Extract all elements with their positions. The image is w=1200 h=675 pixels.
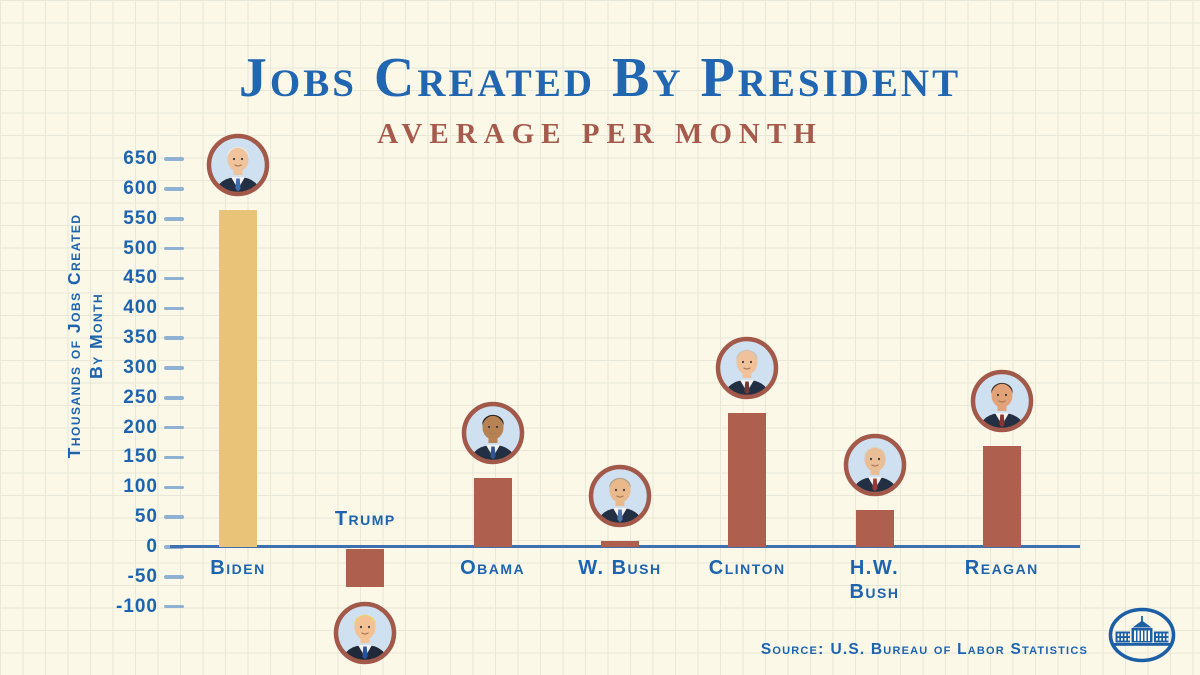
y-tick-label-0: 0 <box>146 536 158 557</box>
y-tick-label-100: 100 <box>123 476 158 498</box>
x-label-reagan: Reagan <box>964 557 1039 579</box>
y-tick-label-350: 350 <box>123 327 158 349</box>
x-label-hwbush: H.W. Bush <box>849 557 900 603</box>
y-tick-mark-400 <box>164 306 184 311</box>
x-label-obama: Obama <box>460 557 526 579</box>
source-text: U.S. Bureau of Labor Statistics <box>830 641 1088 658</box>
x-label-wbush: W. Bush <box>578 557 662 579</box>
bar-obama <box>473 478 512 547</box>
y-tick-label-600: 600 <box>123 177 158 199</box>
y-tick-label-400: 400 <box>123 297 158 319</box>
y-tick-label-450: 450 <box>123 267 158 289</box>
x-label-clinton: Clinton <box>708 557 786 579</box>
y-tick-label-250: 250 <box>123 386 158 408</box>
bar-clinton <box>728 412 767 547</box>
w-bush-portrait-icon <box>587 463 653 529</box>
white-house-icon <box>1108 607 1176 663</box>
bar-reagan <box>982 445 1021 547</box>
bar-trump <box>346 548 385 588</box>
y-tick-mark-200 <box>164 425 184 430</box>
y-tick-mark-450 <box>164 276 184 281</box>
trump-portrait-icon <box>332 600 398 666</box>
y-tick-label-150: 150 <box>123 446 158 468</box>
bar-hwbush <box>855 509 894 547</box>
source-attribution: Source: U.S. Bureau of Labor Statistics <box>761 641 1088 659</box>
y-tick-mark-50 <box>164 515 184 519</box>
y-tick-mark-650 <box>164 157 184 161</box>
y-tick-mark--50 <box>164 575 184 579</box>
bar-biden <box>219 209 257 547</box>
obama-portrait-icon <box>460 400 526 466</box>
h-w-bush-portrait-icon <box>842 432 908 498</box>
y-tick-label-550: 550 <box>123 207 158 229</box>
y-tick-label-50: 50 <box>134 506 158 528</box>
biden-portrait-icon <box>205 132 271 198</box>
y-tick-mark-250 <box>164 396 184 400</box>
y-tick-mark-550 <box>164 217 184 221</box>
y-tick-mark-100 <box>164 485 184 490</box>
y-tick-label-650: 650 <box>123 148 158 169</box>
page-title: Jobs Created By President <box>238 47 962 109</box>
y-tick-label--50: -50 <box>127 565 158 587</box>
clinton-portrait-icon <box>714 335 780 401</box>
reagan-portrait-icon <box>969 368 1035 434</box>
y-tick-mark-350 <box>164 336 184 340</box>
y-tick-mark-300 <box>164 366 184 370</box>
y-tick-mark-150 <box>164 455 184 460</box>
y-tick-label--100: -100 <box>115 595 158 617</box>
bar-wbush <box>600 541 639 547</box>
y-tick-mark--100 <box>164 604 184 609</box>
source-prefix: Source: <box>760 641 825 658</box>
y-tick-mark-600 <box>164 187 184 191</box>
y-tick-label-500: 500 <box>123 237 158 259</box>
y-tick-label-200: 200 <box>123 416 158 438</box>
x-label-biden: Biden <box>210 557 266 579</box>
chart-subtitle: Average Per Month <box>377 118 823 150</box>
x-label-trump: Trump <box>334 508 396 530</box>
y-tick-label-300: 300 <box>123 356 158 378</box>
y-tick-mark-500 <box>164 246 184 251</box>
